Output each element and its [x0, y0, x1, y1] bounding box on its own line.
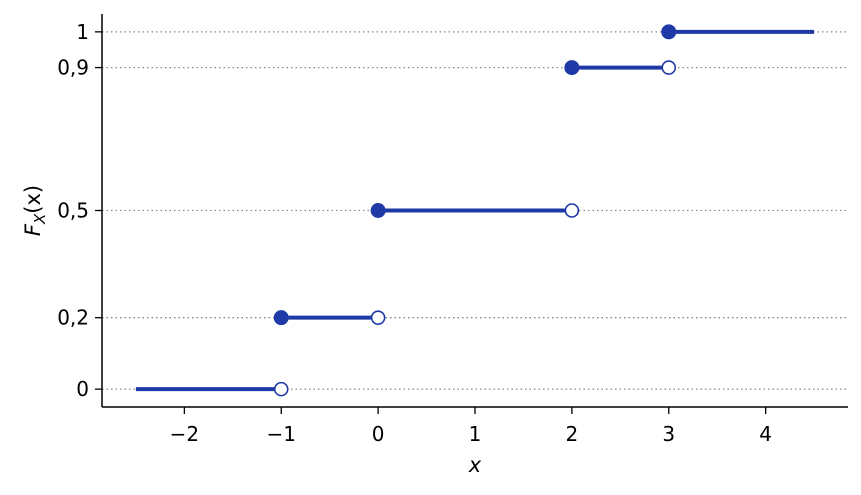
open-point-marker [564, 203, 580, 218]
x-tick-label: 0 [372, 422, 385, 446]
y-tick-label: 0,9 [57, 56, 89, 80]
y-tick-label: 0,5 [57, 199, 89, 223]
y-tick-label: 0,2 [57, 306, 89, 330]
closed-point-marker [370, 203, 386, 218]
closed-point-marker [564, 60, 580, 76]
closed-point-marker [661, 24, 677, 40]
x-tick-label: −1 [266, 422, 295, 446]
y-ticks: 0 0,2 0,5 0,9 1 [57, 20, 102, 401]
cdf-series [135, 24, 815, 397]
x-tick-label: 4 [759, 422, 772, 446]
y-axis-label-main: F [21, 223, 45, 236]
closed-point-marker [273, 310, 289, 326]
y-tick-label: 1 [76, 20, 89, 44]
x-ticks: −2 −1 0 1 2 3 4 [170, 407, 772, 446]
y-axis-label-rest: (x) [21, 185, 45, 214]
y-axis-label: FX(x) [21, 185, 49, 236]
open-point-marker [370, 310, 386, 325]
x-tick-label: 3 [662, 422, 675, 446]
x-axis-label: x [468, 453, 482, 477]
y-tick-label: 0 [76, 377, 89, 401]
y-axis-label-subscript: X [31, 213, 49, 225]
x-tick-label: 1 [469, 422, 482, 446]
open-point-marker [273, 381, 289, 397]
x-tick-label: −2 [170, 422, 199, 446]
x-tick-label: 2 [566, 422, 579, 446]
open-point-marker [661, 60, 677, 75]
